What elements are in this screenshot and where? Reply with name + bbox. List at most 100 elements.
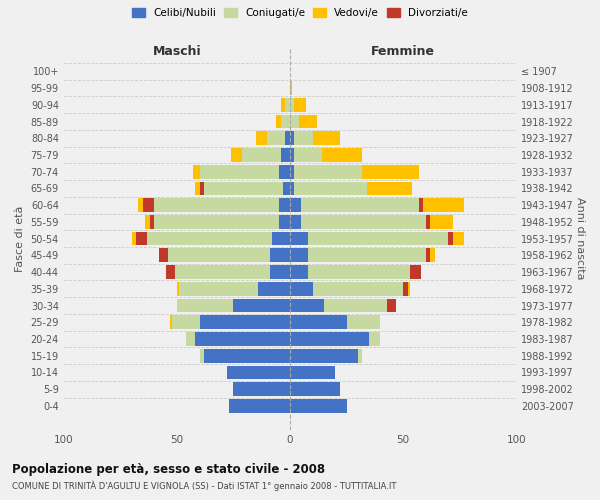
Bar — [424, 198, 464, 212]
Bar — [159, 248, 168, 262]
Bar — [290, 382, 340, 396]
Bar — [299, 114, 317, 128]
Bar — [186, 332, 195, 346]
Bar — [272, 232, 290, 245]
Bar — [295, 182, 367, 196]
Bar — [277, 114, 281, 128]
Bar — [204, 349, 290, 362]
Bar — [136, 232, 148, 245]
Bar — [453, 232, 464, 245]
Text: Maschi: Maschi — [152, 45, 201, 58]
Bar — [295, 165, 362, 178]
Bar — [448, 232, 453, 245]
Bar — [295, 98, 306, 112]
Bar — [290, 399, 347, 412]
Bar — [322, 148, 362, 162]
Bar — [290, 198, 301, 212]
Bar — [369, 332, 380, 346]
Bar — [233, 298, 290, 312]
Bar — [154, 215, 278, 228]
Bar — [290, 366, 335, 380]
Bar — [290, 265, 308, 279]
Bar — [290, 316, 347, 329]
Bar — [199, 182, 204, 196]
Bar — [290, 248, 308, 262]
Bar — [227, 366, 290, 380]
Bar — [278, 165, 290, 178]
Bar — [290, 132, 295, 145]
Bar — [199, 165, 278, 178]
Bar — [281, 114, 290, 128]
Bar — [172, 316, 199, 329]
Bar — [290, 114, 299, 128]
Bar — [278, 198, 290, 212]
Bar — [290, 232, 308, 245]
Bar — [204, 182, 283, 196]
Y-axis label: Anni di nascita: Anni di nascita — [575, 198, 585, 280]
Bar — [419, 198, 424, 212]
Bar — [145, 215, 150, 228]
Bar — [233, 382, 290, 396]
Bar — [290, 148, 295, 162]
Bar — [425, 215, 430, 228]
Bar — [430, 248, 435, 262]
Bar — [410, 265, 421, 279]
Legend: Celibi/Nubili, Coniugati/e, Vedovi/e, Divorziati/e: Celibi/Nubili, Coniugati/e, Vedovi/e, Di… — [129, 5, 471, 21]
Bar — [290, 165, 295, 178]
Bar — [193, 165, 199, 178]
Bar — [308, 232, 448, 245]
Bar — [290, 298, 324, 312]
Bar — [347, 316, 380, 329]
Bar — [290, 215, 301, 228]
Bar — [407, 282, 410, 296]
Bar — [313, 282, 403, 296]
Bar — [154, 198, 278, 212]
Bar — [425, 248, 430, 262]
Bar — [179, 282, 259, 296]
Bar — [269, 265, 290, 279]
Bar — [362, 165, 419, 178]
Bar — [358, 349, 362, 362]
Bar — [403, 282, 407, 296]
Bar — [290, 98, 295, 112]
Bar — [199, 349, 204, 362]
Bar — [301, 198, 419, 212]
Bar — [313, 132, 340, 145]
Bar — [367, 182, 412, 196]
Bar — [177, 282, 179, 296]
Bar — [278, 215, 290, 228]
Text: COMUNE DI TRINITÀ D'AGULTU E VIGNOLA (SS) - Dati ISTAT 1° gennaio 2008 - TUTTITA: COMUNE DI TRINITÀ D'AGULTU E VIGNOLA (SS… — [12, 480, 397, 491]
Bar — [286, 98, 290, 112]
Bar — [269, 248, 290, 262]
Bar — [131, 232, 136, 245]
Bar — [148, 232, 272, 245]
Bar — [259, 282, 290, 296]
Bar — [139, 198, 143, 212]
Bar — [290, 349, 358, 362]
Bar — [281, 148, 290, 162]
Bar — [308, 248, 425, 262]
Bar — [231, 148, 242, 162]
Y-axis label: Fasce di età: Fasce di età — [15, 206, 25, 272]
Bar — [166, 265, 175, 279]
Text: Popolazione per età, sesso e stato civile - 2008: Popolazione per età, sesso e stato civil… — [12, 462, 325, 475]
Bar — [175, 265, 269, 279]
Bar — [295, 132, 313, 145]
Bar — [268, 132, 286, 145]
Bar — [290, 332, 369, 346]
Text: Femmine: Femmine — [371, 45, 435, 58]
Bar — [430, 215, 453, 228]
Bar — [170, 316, 172, 329]
Bar — [295, 148, 322, 162]
Bar — [387, 298, 396, 312]
Bar — [195, 332, 290, 346]
Bar — [286, 132, 290, 145]
Bar — [290, 282, 313, 296]
Bar — [283, 182, 290, 196]
Bar — [290, 182, 295, 196]
Bar — [143, 198, 154, 212]
Bar — [324, 298, 387, 312]
Bar — [242, 148, 281, 162]
Bar — [308, 265, 410, 279]
Bar — [199, 316, 290, 329]
